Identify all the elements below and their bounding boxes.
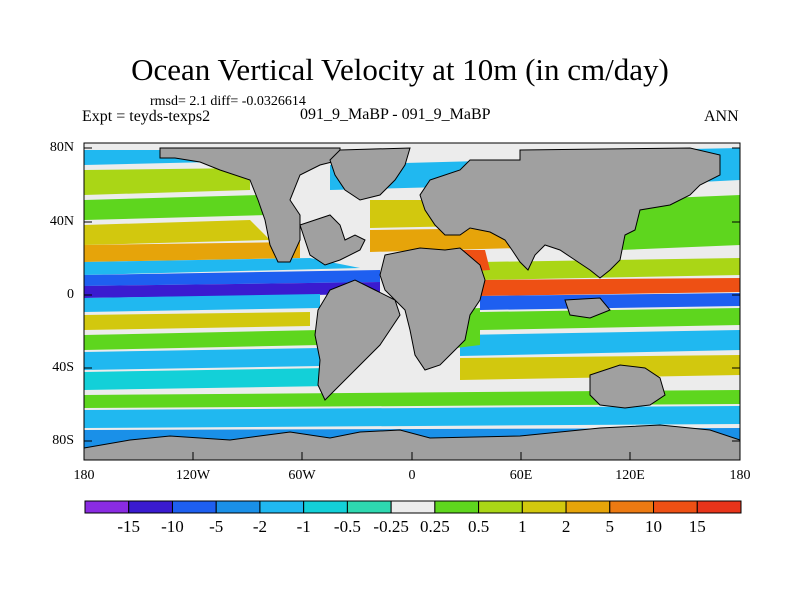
lat-tick-label: 80N (49, 140, 74, 155)
field-band (84, 368, 330, 390)
land-south-america (314, 279, 401, 401)
field-band (84, 348, 320, 370)
stats-line: rmsd= 2.1 diff= -0.0326614 (150, 94, 306, 109)
colorbar-label: -0.25 (373, 517, 409, 536)
land-north-america (159, 147, 341, 263)
colorbar-label: 10 (645, 517, 663, 536)
colorbar-swatch (84, 500, 130, 514)
colorbar-label: 0.5 (467, 517, 490, 536)
colorbar-swatch (390, 500, 436, 514)
colorbar-swatch (434, 500, 480, 514)
field-band (480, 293, 740, 310)
colorbar-swatch (653, 500, 698, 514)
experiment-label: Expt = teyds-texps2 (82, 108, 211, 125)
lon-tick-label: 120W (175, 468, 211, 483)
land-indonesia (564, 297, 611, 319)
field-band (84, 195, 270, 220)
land-eurasia (419, 147, 721, 279)
colorbar-label: 1 (518, 517, 527, 536)
colorbar-swatch (259, 500, 305, 514)
map-title: Ocean Vertical Velocity at 10m (in cm/da… (131, 52, 669, 87)
field-band (84, 390, 740, 408)
lon-tick-label: 0 (408, 468, 416, 483)
colorbar-swatch (521, 500, 567, 514)
field-band (84, 258, 360, 275)
colorbar-label: 0.25 (419, 517, 450, 536)
colorbar-swatch (215, 500, 261, 514)
colorbar-label: -0.5 (333, 517, 361, 536)
lon-tick-label: 180 (729, 468, 751, 483)
colorbar-label: 15 (688, 517, 706, 536)
case-label: 091_9_MaBP - 091_9_MaBP (300, 106, 491, 123)
colorbar-label: -15 (117, 517, 141, 536)
field-band (460, 330, 740, 356)
colorbar-label: -1 (296, 517, 311, 536)
field-band (84, 220, 270, 245)
colorbar-label: -5 (209, 517, 224, 536)
lon-tick-label: 60E (509, 468, 533, 483)
field-band (84, 330, 320, 350)
lon-tick-label: 120E (615, 468, 645, 483)
colorbar-label: -10 (161, 517, 184, 536)
field-band (480, 278, 740, 296)
lat-tick-label: 40S (52, 360, 74, 375)
colorbar-swatch (128, 500, 173, 514)
lat-tick-label: 40N (49, 214, 74, 229)
field-band (84, 270, 380, 286)
colorbar-label: -2 (252, 517, 267, 536)
land-greenland (329, 147, 411, 201)
field-band (370, 228, 520, 252)
colorbar-swatch (696, 500, 742, 514)
axis-ticks (84, 147, 740, 460)
field-band (84, 312, 310, 330)
field-band (84, 168, 250, 195)
colorbar-swatch (478, 500, 523, 514)
lat-tick-label: 80S (52, 433, 74, 448)
colorbar-swatch (346, 500, 392, 514)
colorbar-swatch (609, 500, 655, 514)
lat-tick-label: 0 (67, 287, 74, 302)
field-band (84, 294, 320, 312)
season-label: ANN (704, 108, 739, 125)
colorbar-swatch (171, 500, 217, 514)
colorbar-swatch (565, 500, 611, 514)
lon-tick-label: 60W (288, 468, 316, 483)
field-band (84, 242, 300, 262)
land-central-america (299, 214, 366, 266)
field-band (460, 355, 740, 380)
colorbar-label: 2 (561, 517, 571, 536)
field-band (84, 406, 740, 428)
land-australia (589, 364, 666, 409)
lon-tick-label: 180 (73, 468, 95, 483)
land (83, 147, 741, 461)
field-band (480, 308, 740, 330)
colorbar-swatch (303, 500, 348, 514)
colorbar-label: 5 (605, 517, 615, 536)
field-band (84, 282, 380, 298)
colorbar (84, 500, 742, 514)
